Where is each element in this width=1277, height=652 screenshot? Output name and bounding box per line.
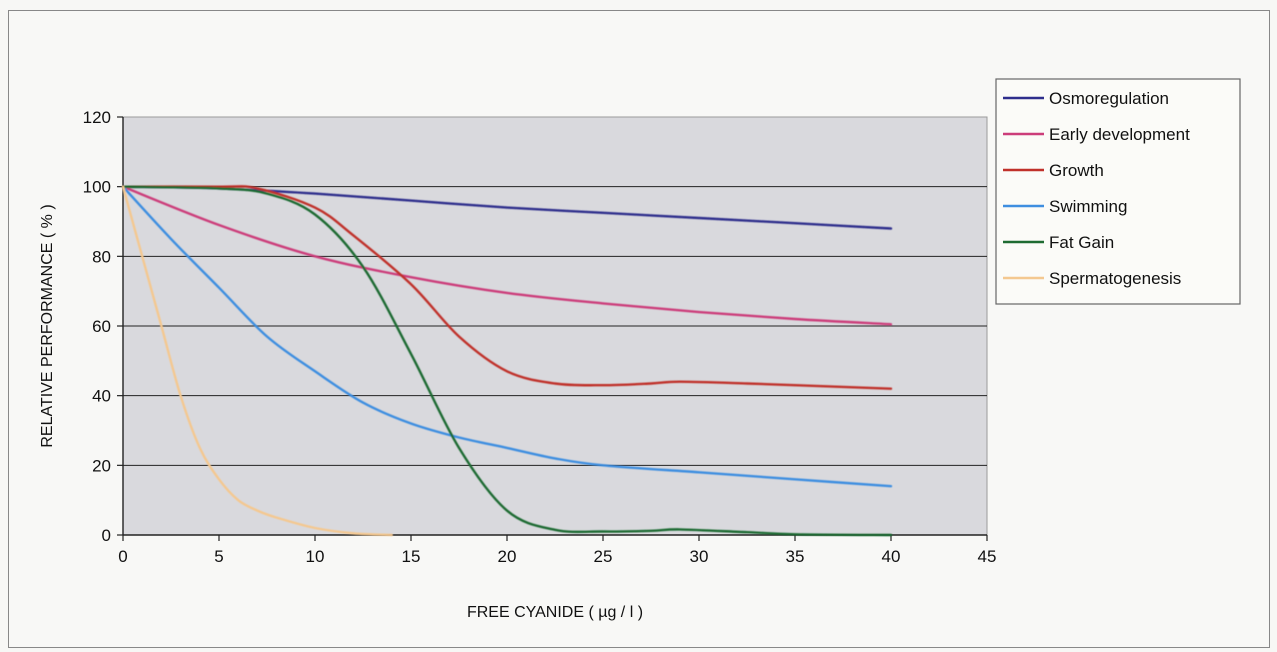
legend-label-early-development: Early development	[1049, 125, 1190, 144]
x-tick-label: 25	[594, 547, 613, 566]
x-tick-label: 5	[214, 547, 223, 566]
x-tick-labels: 0 5 10 15 20 25 30 35 40 45	[118, 535, 996, 566]
legend-label-fat-gain: Fat Gain	[1049, 233, 1114, 252]
y-tick-labels: 0 20 40 60 80 100 120	[83, 108, 123, 545]
x-tick-label: 35	[786, 547, 805, 566]
y-tick-label: 120	[83, 108, 111, 127]
legend: Osmoregulation Early development Growth Swi…	[995, 78, 1241, 305]
legend-label-growth: Growth	[1049, 161, 1104, 180]
x-tick-label: 10	[306, 547, 325, 566]
gridlines	[123, 186, 987, 466]
y-axis-title: RELATIVE PERFORMANCE ( % )	[39, 204, 56, 447]
legend-label-swimming: Swimming	[1049, 197, 1127, 216]
y-tick-label: 100	[83, 178, 111, 197]
series-lines	[121, 185, 893, 537]
y-tick-label: 80	[92, 247, 111, 266]
y-tick-label: 20	[92, 456, 111, 475]
y-tick-label: 0	[102, 526, 111, 545]
legend-label-osmoregulation: Osmoregulation	[1049, 89, 1169, 108]
x-tick-label: 45	[978, 547, 997, 566]
legend-label-spermatogenesis: Spermatogenesis	[1049, 269, 1181, 288]
x-axis-title: FREE CYANIDE ( µg / l )	[467, 604, 643, 621]
series-line-swimming	[121, 185, 893, 488]
x-tick-label: 30	[690, 547, 709, 566]
series-line-fat-gain	[121, 185, 893, 537]
series-line-spermatogenesis	[121, 185, 393, 537]
x-tick-label: 15	[402, 547, 421, 566]
legend-box	[995, 78, 1241, 305]
y-tick-label: 60	[92, 317, 111, 336]
y-tick-label: 40	[92, 387, 111, 406]
series-line-growth	[121, 185, 893, 390]
series-line-early-development	[121, 185, 893, 326]
x-tick-label: 20	[498, 547, 517, 566]
x-tick-label: 40	[882, 547, 901, 566]
x-tick-label: 0	[118, 547, 127, 566]
